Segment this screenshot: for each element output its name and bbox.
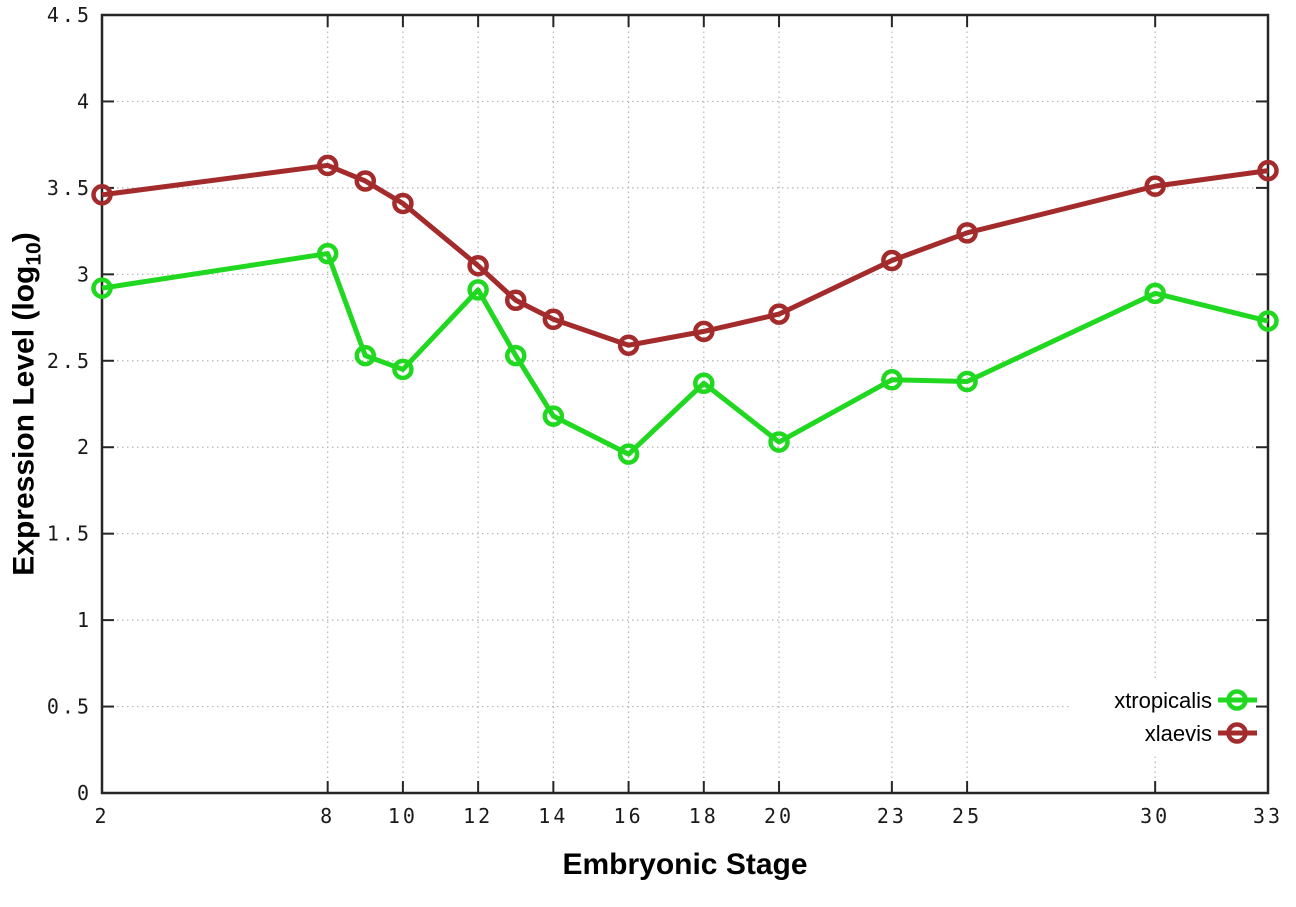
y-axis-title-close-paren: ) <box>7 232 41 243</box>
data-point-marker-xtropicalis <box>881 369 903 391</box>
y-tick-label: 4.5 <box>47 3 92 27</box>
x-tick-label: 20 <box>764 804 794 828</box>
y-tick-label: 2 <box>77 435 92 459</box>
x-tick-label: 8 <box>320 804 335 828</box>
data-point-marker-xlaevis <box>542 308 565 331</box>
data-point-marker-xtropicalis <box>91 277 113 299</box>
legend-marker-xlaevis <box>1226 722 1248 744</box>
data-point-marker-xtropicalis <box>467 279 489 301</box>
legend-label-xtropicalis: xtropicalis <box>1114 688 1212 713</box>
y-axis-title-text: Expression Level (log <box>7 265 41 576</box>
legend-marker-xtropicalis <box>1226 689 1248 711</box>
x-tick-label: 16 <box>614 804 644 828</box>
data-point-marker-xlaevis <box>956 222 978 244</box>
data-point-marker-xlaevis <box>504 289 527 312</box>
y-tick-label: 3 <box>77 262 92 286</box>
x-tick-label: 14 <box>538 804 568 828</box>
data-point-marker-xtropicalis <box>316 242 339 265</box>
data-point-marker-xlaevis <box>617 334 640 356</box>
data-point-marker-xtropicalis <box>392 358 414 381</box>
y-axis-title-subscript: 10 <box>22 242 46 266</box>
x-tick-label: 30 <box>1140 804 1170 828</box>
x-tick-label: 12 <box>463 804 493 828</box>
y-tick-label: 3.5 <box>47 176 92 200</box>
x-tick-label: 33 <box>1253 804 1283 828</box>
data-point-marker-xtropicalis <box>1257 310 1279 332</box>
x-tick-label: 25 <box>952 804 982 828</box>
series-line-xlaevis <box>101 162 1269 348</box>
data-point-marker-xlaevis <box>1257 159 1279 182</box>
legend-label-xlaevis: xlaevis <box>1145 721 1212 746</box>
data-point-marker-xlaevis <box>392 192 414 215</box>
data-point-marker-xtropicalis <box>768 431 790 453</box>
x-axis-title: Embryonic Stage <box>562 848 808 881</box>
plot-border <box>100 13 1270 795</box>
data-point-marker-xlaevis <box>768 303 790 325</box>
data-point-marker-xtropicalis <box>354 344 377 367</box>
data-point-marker-xtropicalis <box>617 443 640 465</box>
y-tick-label: 1.5 <box>47 522 92 546</box>
data-point-marker-xlaevis <box>354 170 377 192</box>
data-point-marker-xlaevis <box>467 254 489 277</box>
y-tick-label: 0.5 <box>47 695 92 719</box>
y-tick-label: 0 <box>77 781 92 805</box>
data-point-marker-xlaevis <box>316 154 339 177</box>
data-point-marker-xlaevis <box>91 184 113 206</box>
data-point-marker-xtropicalis <box>542 405 565 427</box>
data-point-marker-xtropicalis <box>1144 282 1166 305</box>
data-point-marker-xtropicalis <box>504 344 527 367</box>
data-point-marker-xlaevis <box>693 320 715 343</box>
y-axis-title: Expression Level (log10) <box>8 232 47 575</box>
y-tick-label: 4 <box>77 89 92 113</box>
data-point-marker-xlaevis <box>881 249 903 272</box>
data-point-marker-xlaevis <box>1144 175 1166 197</box>
x-tick-label: 2 <box>94 804 109 828</box>
x-tick-label: 10 <box>388 804 418 828</box>
series-line-xtropicalis <box>101 251 1269 457</box>
x-tick-label: 23 <box>877 804 907 828</box>
x-tick-label: 18 <box>689 804 719 828</box>
data-point-marker-xtropicalis <box>956 370 978 393</box>
y-tick-label: 1 <box>77 608 92 632</box>
y-tick-label: 2.5 <box>47 349 92 373</box>
data-point-marker-xtropicalis <box>693 372 715 395</box>
